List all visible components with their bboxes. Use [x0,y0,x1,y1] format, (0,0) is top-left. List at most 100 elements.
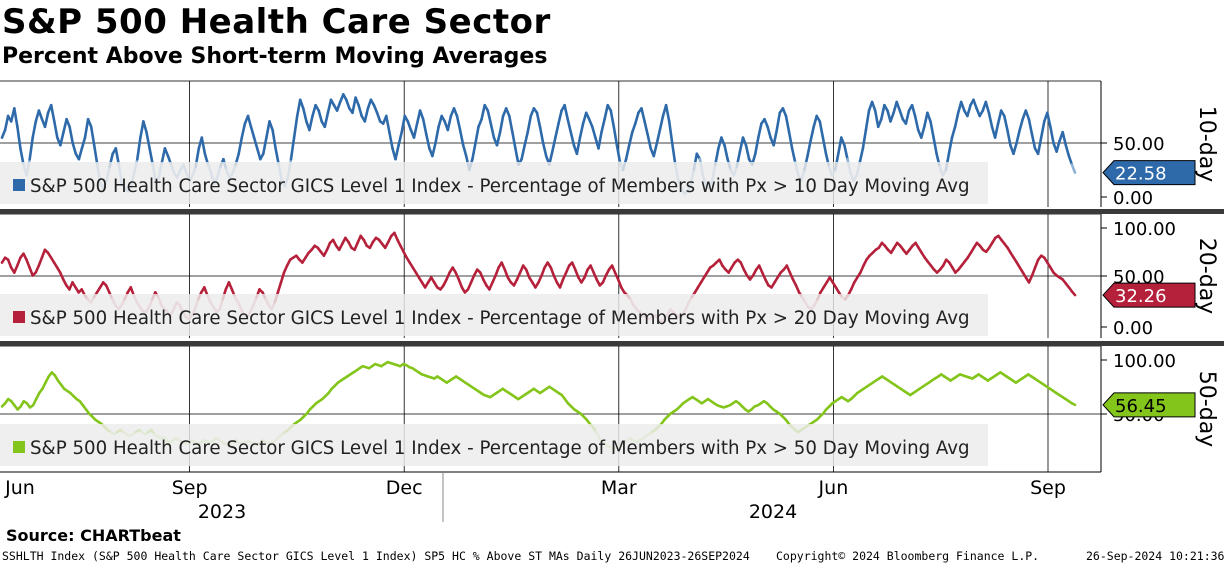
panel-1-series-segment [145,130,151,150]
panel-1-series-segment [114,147,121,166]
panel-2-last-value-label: 32.26 [1115,286,1167,307]
panel-1-series-segment [16,125,22,150]
panel-1-series-segment [289,136,296,161]
panel-1-series-segment [418,109,425,121]
panel-1-series-segment [646,133,653,150]
panel-1-series-segment [640,107,646,123]
panel-1-series-segment [772,128,779,147]
panel-1-series-segment [569,130,576,147]
panel-1-series-segment [870,100,877,112]
panel-1-series-segment [713,147,720,166]
panel-1-series-segment [784,114,791,134]
panel-1-ytick-label: 0.00 [1113,188,1153,209]
panel-2-series-segment [457,278,464,289]
panel-1-series-segment [384,114,391,134]
panel-1-series-segment [477,117,483,129]
panel-1-series-segment [1027,117,1034,136]
panel-1-series-segment [160,147,167,164]
panel-1-ytick-label: 50.00 [1113,134,1165,155]
panel-1-series-segment [603,103,610,121]
panel-1-series-segment [455,114,462,132]
panel-1-series-segment [753,136,760,156]
panel-1-series-segment [972,98,978,110]
panel-1-series-segment [142,120,148,134]
panel-2-series-segment [15,256,22,267]
panel-1-series-segment [271,128,277,150]
panel-1-series-segment [1018,117,1025,132]
panel-2-series-segment [524,268,531,279]
chart-subtitle: Percent Above Short-term Moving Averages [2,44,548,69]
panel-1-series-segment [344,98,351,110]
panel-2-series-segment [616,278,623,289]
panel-1-series-segment [879,103,886,121]
panel-1-series-segment [372,103,379,115]
panel-1-series-segment [1055,139,1061,153]
panel-3-legend-swatch [13,441,25,453]
panel-1-series-segment [295,98,302,118]
panel-2-series-segment [558,278,565,289]
panel-1-series-segment [744,143,751,161]
panel-1-series-segment [268,120,274,132]
panel-1-series-segment [424,133,431,150]
panel-1-series-segment [1061,130,1068,147]
panel-1-series-segment [301,107,308,123]
x-tick-label: Jun [4,477,35,499]
x-tick-label: Sep [1030,477,1066,499]
x-tick-label: Dec [386,477,423,499]
panel-1-series-segment [929,120,935,139]
panel-1-series-segment [587,117,594,129]
panel-2-series-segment [276,281,283,294]
panel-1-series-segment [630,122,637,134]
panel-1-series-segment [37,109,44,121]
panel-2-series-segment [203,286,209,297]
panel-1-series-segment [363,107,370,123]
panel-1-series-segment [932,136,938,156]
panel-1-series-segment [1046,111,1052,129]
panel-1-series-segment [609,109,616,129]
panel-1-series-segment [489,122,496,139]
panel-1-series-segment [397,130,404,147]
panel-1-series-segment [809,125,816,143]
panel-1-series-segment [763,117,769,129]
panel-1-series-segment [578,122,585,139]
panel-1-series-segment [787,130,794,150]
panel-1-series-segment [821,136,828,156]
panel-2-ytick-label: 0.00 [1113,318,1153,339]
panel-3-ytick-label: 100.00 [1113,351,1176,372]
panel-1-series-segment [538,125,545,145]
panel-1-series-segment [1039,120,1046,139]
panel-1-series-segment [514,147,520,166]
panel-1-series-segment [966,103,972,118]
panel-1-series-segment [351,96,357,115]
panel-1-series-segment [643,120,649,136]
panel-2-series-segment [25,258,31,269]
panel-1-series-segment [43,111,50,129]
panel-2-series-segment [540,266,546,277]
panel-1-series-segment [298,98,305,110]
panel-separator [0,341,1224,346]
panel-2-series-segment [1033,258,1040,269]
panel-1-series-segment [335,100,342,112]
panel-1-series-segment [600,117,606,134]
panel-1-series-segment [996,109,1003,125]
panel-1-series-segment [987,111,994,129]
panel-1-series-segment [575,136,582,156]
panel-1-series-segment [394,143,400,161]
panel-1-series-segment [92,143,99,166]
panel-1-series-segment [836,136,843,156]
panel-2-legend-swatch [13,311,25,323]
panel-1-series-segment [400,114,407,134]
panel-1-series-segment [756,122,763,139]
panel-1-series-segment [615,143,622,164]
panel-1-series-segment [950,125,957,139]
panel-2-series-segment [1030,266,1037,277]
panel-1-series-segment [843,143,849,161]
panel-1-series-segment [864,109,871,132]
panel-1-series-segment [1002,114,1009,132]
panel-1-series-segment [612,125,619,147]
panel-1-series-segment [624,143,631,161]
panel-1-series-segment [812,114,819,129]
panel-3-period-label: 50-day [1194,371,1219,447]
panel-2-legend-text: S&P 500 Health Care Sector GICS Level 1 … [30,308,970,329]
panel-1-series-segment [65,117,71,129]
